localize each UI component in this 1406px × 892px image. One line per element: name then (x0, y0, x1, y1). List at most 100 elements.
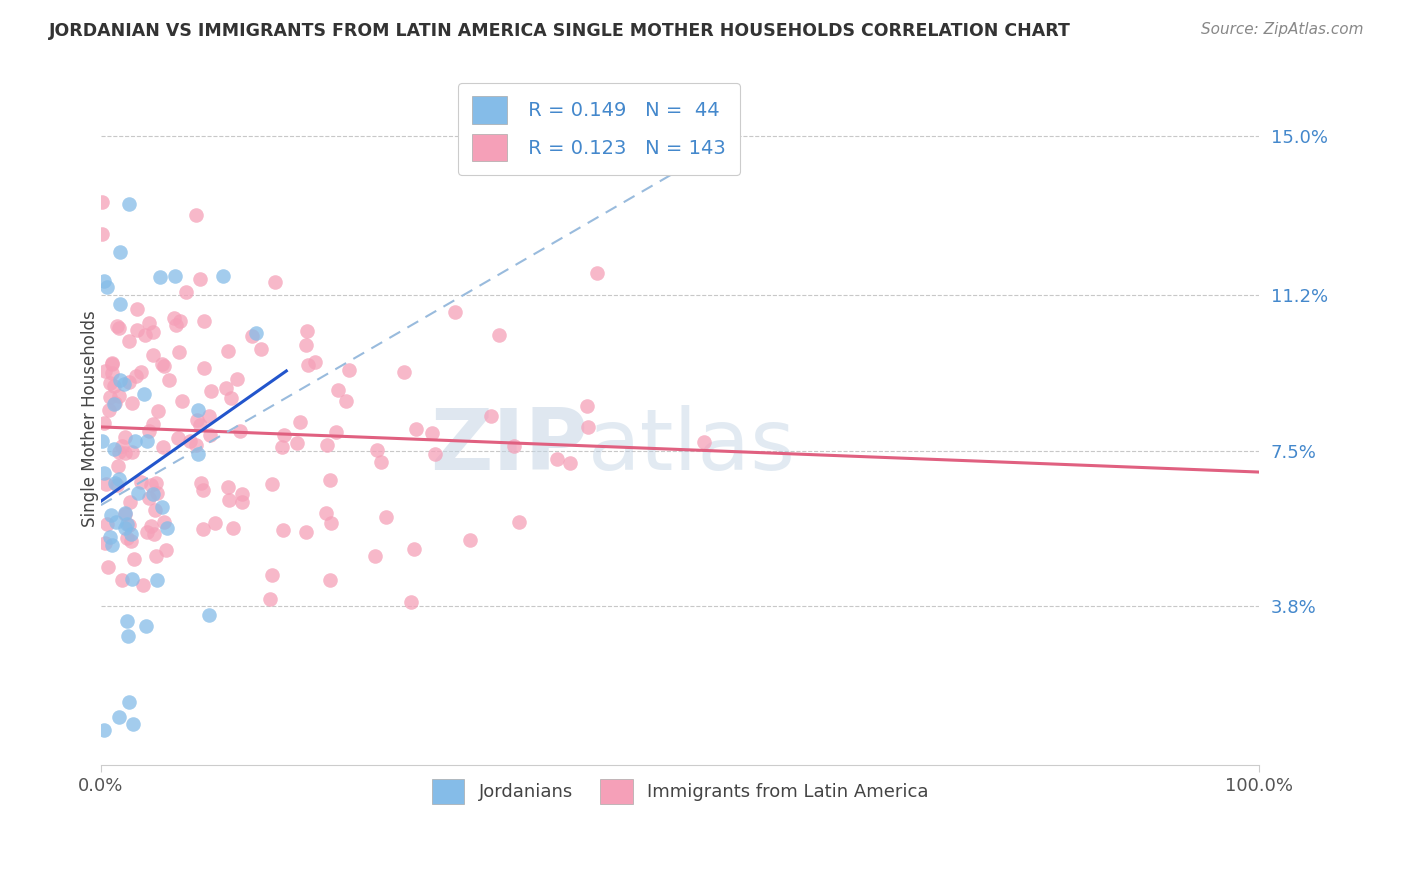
Text: ZIP: ZIP (430, 405, 588, 488)
Point (190, 475, 212, 490)
Point (111, 573, 134, 587)
Point (217, 343, 239, 358)
Point (150, 500, 173, 514)
Point (366, 443, 388, 458)
Point (100, 357, 122, 371)
Point (129, 365, 152, 379)
Point (145, 549, 167, 563)
Point (458, 533, 481, 547)
Point (104, 476, 127, 491)
Point (127, 485, 149, 500)
Point (134, 328, 156, 343)
Point (93, 467, 115, 481)
Point (315, 506, 337, 520)
Point (187, 402, 209, 417)
Point (297, 358, 319, 372)
Point (110, 244, 132, 259)
Point (112, 377, 135, 392)
Point (586, 266, 609, 280)
Point (111, 440, 134, 454)
Point (240, 329, 263, 343)
Point (98, 403, 121, 417)
Point (135, 619, 157, 633)
Point (405, 422, 427, 436)
Point (138, 317, 160, 331)
Point (100, 538, 122, 552)
Point (100, 508, 122, 523)
Point (304, 355, 326, 369)
Point (163, 310, 186, 325)
Point (295, 324, 318, 338)
Point (114, 446, 136, 460)
Point (245, 326, 267, 340)
Point (692, 434, 714, 449)
Point (155, 543, 177, 558)
Point (103, 397, 125, 411)
Point (221, 521, 243, 535)
Point (96, 516, 118, 531)
Point (260, 567, 283, 582)
Point (229, 425, 252, 439)
Point (167, 344, 190, 359)
Point (191, 522, 214, 536)
Point (399, 595, 422, 609)
Point (107, 710, 129, 724)
Point (118, 334, 141, 348)
Point (273, 427, 295, 442)
Point (152, 440, 174, 454)
Point (503, 439, 526, 453)
Point (152, 516, 174, 530)
Point (114, 521, 136, 535)
Point (107, 445, 129, 459)
Point (117, 629, 139, 643)
Point (105, 319, 128, 334)
Point (107, 459, 129, 474)
Point (219, 391, 242, 405)
Point (105, 477, 128, 491)
Point (211, 268, 233, 283)
Point (91, 434, 114, 449)
Point (394, 365, 416, 379)
Point (142, 487, 165, 501)
Point (156, 521, 179, 535)
Point (103, 442, 125, 456)
Point (204, 516, 226, 530)
Point (96, 280, 118, 294)
Point (423, 447, 446, 461)
Point (134, 387, 156, 401)
Point (90, 195, 112, 210)
Point (546, 452, 568, 467)
Point (188, 272, 211, 286)
Point (558, 457, 581, 471)
Point (250, 342, 273, 356)
Point (136, 434, 159, 449)
Point (184, 208, 207, 222)
Point (118, 375, 141, 389)
Point (165, 318, 187, 332)
Point (163, 268, 186, 283)
Point (225, 371, 247, 385)
Point (141, 519, 163, 533)
Point (319, 573, 342, 587)
Point (488, 328, 510, 343)
Point (370, 455, 392, 469)
Point (138, 491, 160, 505)
Point (295, 524, 318, 539)
Point (104, 395, 127, 409)
Point (108, 472, 131, 486)
Point (288, 415, 311, 429)
Point (150, 358, 173, 372)
Point (337, 362, 360, 376)
Legend: Jordanians, Immigrants from Latin America: Jordanians, Immigrants from Latin Americ… (420, 768, 939, 815)
Point (420, 426, 443, 441)
Point (200, 384, 222, 399)
Text: JORDANIAN VS IMMIGRANTS FROM LATIN AMERICA SINGLE MOTHER HOUSEHOLDS CORRELATION : JORDANIAN VS IMMIGRANTS FROM LATIN AMERI… (49, 22, 1071, 40)
Point (508, 515, 530, 529)
Point (122, 552, 145, 566)
Point (364, 549, 387, 564)
Point (115, 531, 138, 545)
Point (143, 527, 166, 541)
Point (93, 274, 115, 288)
Point (98, 530, 121, 544)
Point (188, 418, 211, 433)
